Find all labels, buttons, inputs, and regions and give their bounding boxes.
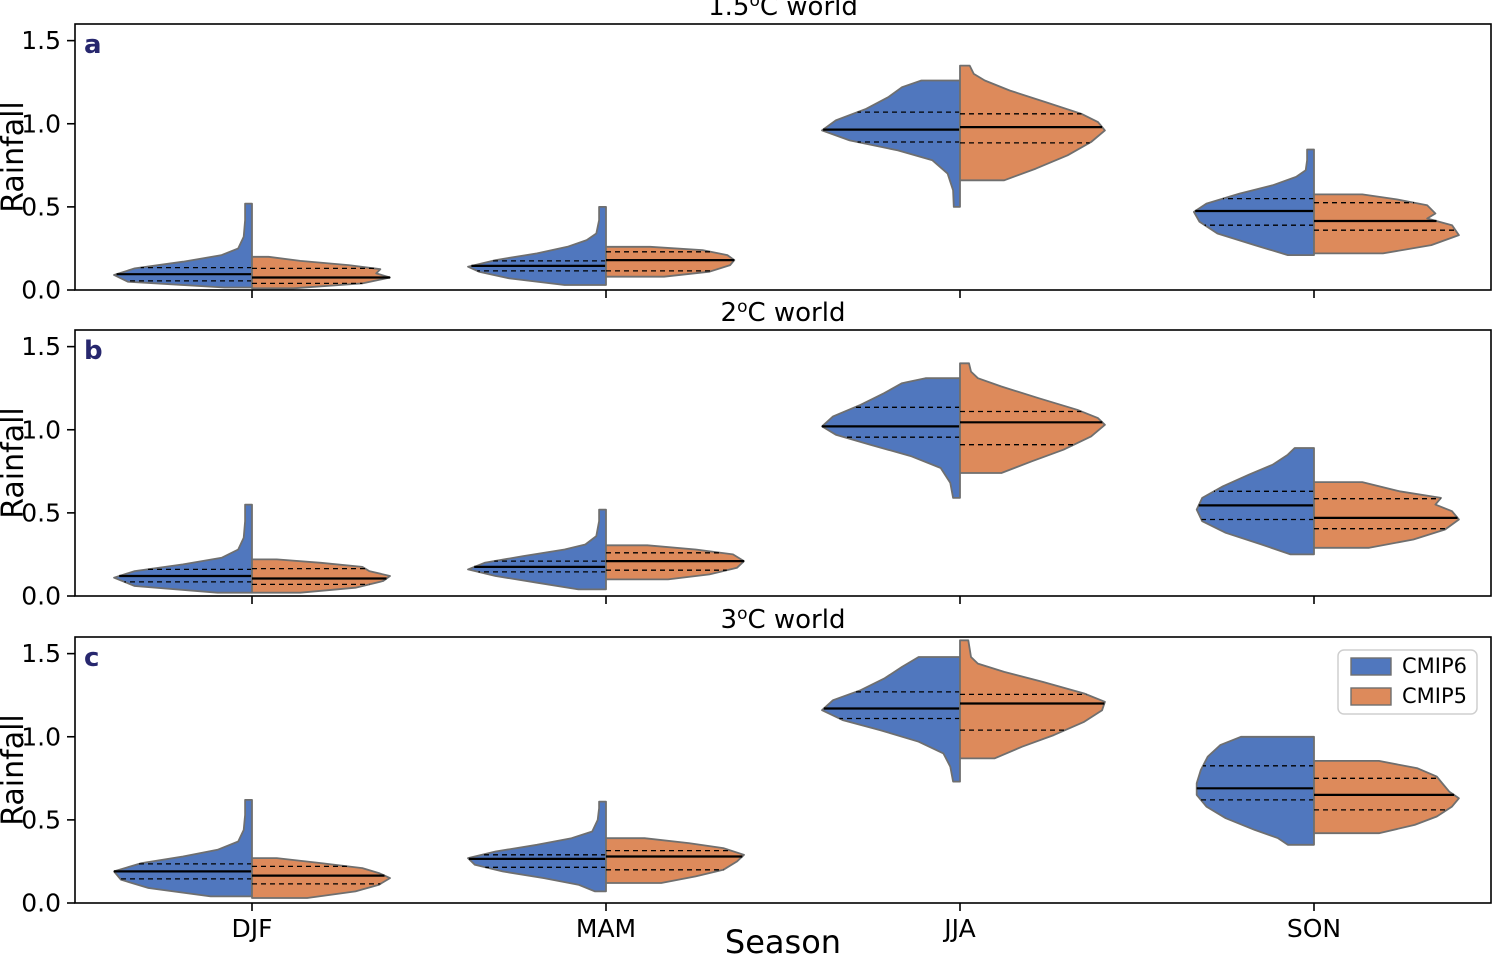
panel-b: 2oC world b 0.0 0.5 1.0 1.5 Rainfall	[0, 297, 1492, 611]
legend: CMIP6 CMIP5	[1337, 649, 1478, 715]
violin-a-DJF-cmip6	[113, 202, 253, 289]
violin-c-SON-cmip6	[1195, 735, 1315, 846]
panel-letter-b: b	[84, 336, 103, 366]
panel-a-box	[74, 23, 1492, 291]
y-tick-label: 0.0	[21, 889, 61, 918]
panel-c: 3oC world c 0.0 0.5 1.0 1.5 Rainfall DJF MAM JJA S…	[0, 604, 1492, 943]
y-tick-label: 0.0	[21, 582, 61, 611]
x-tick-label-MAM: MAM	[576, 914, 636, 943]
panel-letter-c: c	[84, 643, 99, 673]
y-tick-label: 1.5	[21, 332, 61, 361]
x-tick-label-SON: SON	[1287, 914, 1341, 943]
violin-b-DJF-cmip6	[113, 503, 253, 594]
violin-a-JJA-cmip5	[959, 64, 1106, 182]
y-axis-label: Rainfall	[0, 407, 31, 519]
violin-b-MAM-cmip6	[467, 508, 607, 591]
y-tick-label: 1.5	[21, 26, 61, 55]
violin-b-MAM-cmip5	[605, 544, 745, 581]
violin-b-DJF-cmip5	[251, 558, 391, 594]
y-tick-label: 0.5	[21, 498, 61, 527]
legend-label-cmip6: CMIP6	[1402, 654, 1467, 678]
violin-a-SON-cmip6	[1193, 148, 1315, 256]
y-tick-label: 1.5	[21, 639, 61, 668]
violin-c-JJA-cmip6	[821, 656, 961, 783]
violin-b-SON-cmip6	[1195, 447, 1315, 556]
y-tick-label: 0.0	[21, 276, 61, 305]
y-tick-label: 1.0	[21, 109, 61, 138]
legend-swatch-cmip5	[1350, 687, 1392, 706]
panel-a: 1.5oC world a 0.0 0.5 1.0 1.5 Rainfall	[0, 0, 1492, 305]
panel-a-title: 1.5oC world	[708, 0, 858, 22]
y-tick-label: 0.5	[21, 192, 61, 221]
y-axis-label: Rainfall	[0, 714, 31, 826]
violin-a-JJA-cmip6	[821, 79, 961, 208]
violin-c-MAM-cmip6	[467, 800, 607, 893]
violin-b-JJA-cmip6	[821, 377, 961, 499]
panel-b-title: 2oC world	[721, 297, 846, 328]
violin-c-DJF-cmip6	[113, 799, 253, 898]
panel-b-box	[74, 329, 1492, 597]
violin-b-JJA-cmip5	[959, 362, 1106, 474]
x-axis-label: Season	[725, 923, 841, 960]
panel-letter-a: a	[84, 30, 102, 60]
panel-c-title: 3oC world	[721, 604, 846, 635]
violin-c-DJF-cmip5	[251, 857, 391, 899]
violin-c-MAM-cmip5	[605, 837, 745, 884]
panel-c-box	[74, 636, 1492, 904]
violin-a-MAM-cmip5	[605, 245, 736, 278]
violin-c-SON-cmip5	[1313, 760, 1460, 835]
violin-b-SON-cmip5	[1313, 481, 1460, 549]
y-tick-label: 1.0	[21, 722, 61, 751]
violin-a-SON-cmip5	[1313, 193, 1460, 255]
y-axis-label: Rainfall	[0, 101, 31, 213]
legend-label-cmip5: CMIP5	[1402, 684, 1467, 708]
y-tick-label: 0.5	[21, 805, 61, 834]
y-tick-label: 1.0	[21, 415, 61, 444]
violin-c-JJA-cmip5	[959, 639, 1106, 760]
x-tick-label-DJF: DJF	[231, 914, 272, 943]
violin-a-DJF-cmip5	[251, 255, 391, 290]
x-tick-label-JJA: JJA	[942, 914, 975, 943]
legend-swatch-cmip6	[1350, 657, 1392, 676]
violin-a-MAM-cmip6	[467, 206, 607, 286]
